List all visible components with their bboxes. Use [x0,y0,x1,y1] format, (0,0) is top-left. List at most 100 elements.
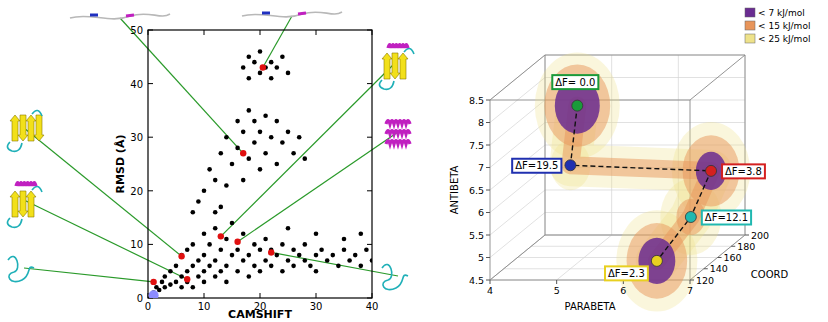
point [291,264,296,269]
x-tick [204,293,205,298]
helix [386,131,410,135]
point [342,237,347,242]
point [291,247,296,252]
y-tick [148,137,153,138]
point [286,71,291,76]
y-tick [486,257,490,258]
point [213,210,218,215]
point [230,162,235,167]
point [185,247,190,252]
loop [7,110,42,151]
y-tick-label: 6.5 [469,185,484,196]
point [196,199,201,204]
state-label: ΔF=2.3 [605,266,648,280]
leader-line [221,62,396,236]
leader-line [24,200,187,279]
y-tick-label: 40 [130,79,143,90]
point [314,231,319,236]
x-tick-label: 4 [487,285,493,296]
helix [16,183,36,187]
point [247,76,252,81]
point [207,242,212,247]
chain-segment [298,13,306,14]
point [325,258,330,263]
chain [242,12,342,17]
point [252,242,257,247]
point [286,258,291,263]
point [303,258,308,263]
point [297,135,302,140]
point [359,231,364,236]
point [224,183,229,188]
label-box [722,164,765,178]
y-tick [148,30,153,31]
point [331,253,336,258]
state-label: ΔF=12.1 [702,211,751,225]
point [241,130,246,135]
x-tick [316,30,317,35]
point [207,167,212,172]
y-tick [486,122,490,123]
point [218,233,224,239]
point [280,55,285,60]
y-tick-label: 0 [137,293,143,304]
structure-cartoon [242,12,342,17]
point [258,130,263,135]
x-tick [316,293,317,298]
point [150,279,156,285]
point [275,119,280,124]
point [269,60,274,65]
point [213,274,218,279]
label-box [702,211,751,225]
point [178,253,184,259]
point [314,269,319,274]
strand [18,191,28,217]
point [268,249,274,255]
helix [386,121,410,125]
point [163,285,168,290]
structure-cartoon [8,256,34,281]
chain-segment [262,12,270,15]
point [269,264,274,269]
y-tick [367,30,372,31]
point [269,135,274,140]
strand [18,115,28,141]
legend-label: < 7 kJ/mol [758,8,805,18]
free-energy-surface [535,53,750,312]
y-tick-label: 10 [130,239,143,250]
energy-basin [544,64,610,146]
point [196,258,201,263]
label-box [512,159,561,173]
state-label: ΔF=3.8 [722,164,765,178]
point [252,119,257,124]
legend-swatch [745,8,755,17]
point [314,253,319,258]
point [353,253,358,258]
loop [379,48,414,89]
legend-label: < 25 kJ/mol [758,34,810,44]
point [224,280,229,285]
y-tick-label: 20 [130,186,143,197]
grid-line [745,55,746,235]
point [230,221,235,226]
point [303,242,308,247]
z-tick [718,257,722,258]
legend: < 7 kJ/mol< 15 kJ/mol< 25 kJ/mol [745,8,810,44]
point [184,276,190,282]
x-tick-label: 6 [620,285,626,296]
point [160,280,165,285]
point [280,242,285,247]
point [260,64,266,70]
leader-line [263,16,292,68]
point [252,264,257,269]
point [224,264,229,269]
y-tick [367,83,372,84]
chain [70,14,170,19]
point [191,264,196,269]
z-tick-label: 160 [724,252,742,263]
point [252,60,257,65]
state-label-text: ΔF=3.8 [725,166,762,177]
point [247,55,252,60]
point [370,258,372,263]
label-box [605,266,648,280]
